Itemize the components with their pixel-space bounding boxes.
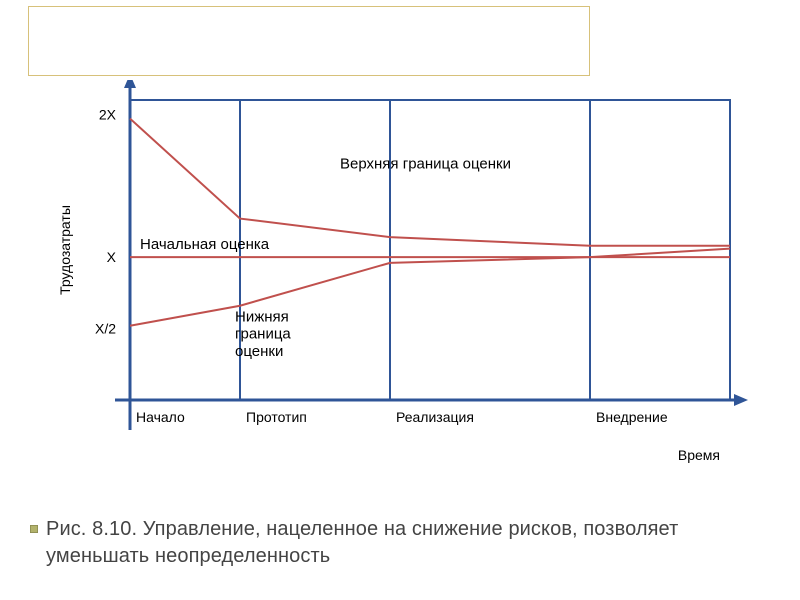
figure-caption-text: Рис. 8.10. Управление, нацеленное на сни… bbox=[46, 516, 760, 570]
stage-label: Прототип bbox=[246, 409, 307, 425]
y-axis-label: Трудозатраты bbox=[57, 205, 73, 295]
y-tick-label: X/2 bbox=[95, 321, 116, 337]
bullet-icon bbox=[30, 525, 38, 533]
series-lower bbox=[130, 249, 730, 326]
chart-container: X/2 X 2X Трудозатраты Время Начало Прототип Реа… bbox=[50, 80, 750, 500]
stage-label: Реализация bbox=[396, 409, 474, 425]
x-axis-label: Время bbox=[678, 447, 720, 463]
stage-label: Начало bbox=[136, 409, 185, 425]
slide-corner-frame bbox=[28, 6, 590, 76]
y-axis-arrow bbox=[124, 80, 136, 88]
y-tick-label: 2X bbox=[99, 106, 117, 122]
y-tick-label: X bbox=[107, 249, 117, 265]
annotation-upper: Верхняя граница оценки bbox=[340, 156, 511, 173]
annotation-initial: Начальная оценка bbox=[140, 236, 270, 253]
series-upper bbox=[130, 119, 730, 246]
figure-caption: Рис. 8.10. Управление, нацеленное на сни… bbox=[30, 516, 760, 570]
annotation-lower: Нижняяграницаоценки bbox=[235, 308, 291, 360]
x-axis-arrow bbox=[734, 394, 748, 406]
stage-label: Внедрение bbox=[596, 409, 668, 425]
line-chart: X/2 X 2X Трудозатраты Время Начало Прототип Реа… bbox=[50, 80, 750, 500]
